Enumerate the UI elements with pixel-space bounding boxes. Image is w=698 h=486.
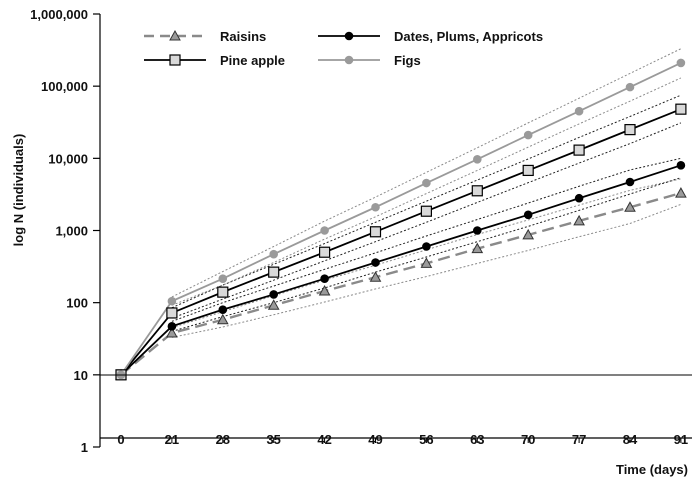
data-point	[574, 193, 584, 203]
series-line	[120, 62, 682, 376]
data-point	[420, 257, 433, 268]
data-point	[269, 290, 279, 299]
series-markers	[115, 58, 687, 381]
confidence-bound-line	[171, 122, 682, 319]
legend-label: Pine apple	[220, 53, 285, 68]
data-point	[675, 103, 687, 115]
x-tick-label: 0	[117, 432, 124, 447]
series-lines	[120, 62, 682, 376]
x-tick-label: 70	[521, 432, 535, 447]
data-point	[268, 266, 280, 278]
legend-item: Dates, Plums, Appricots	[318, 29, 543, 44]
data-point	[422, 178, 431, 188]
data-point	[625, 177, 635, 187]
data-point	[573, 144, 585, 156]
y-tick-label: 10,000	[48, 151, 88, 166]
y-tick-label: 100	[66, 296, 88, 311]
confidence-bound-line	[171, 157, 682, 322]
data-point	[624, 124, 636, 136]
legend-swatch-marker	[169, 54, 181, 66]
legend-swatch-marker	[344, 55, 354, 65]
legend-label: Raisins	[220, 29, 266, 44]
data-point	[422, 242, 431, 251]
x-tick-label: 91	[674, 432, 688, 447]
data-point	[218, 305, 228, 314]
x-tick-label: 84	[623, 432, 638, 447]
x-ticks: 0 21 28 35 42 49 56 63 70 77 84 91	[117, 432, 688, 447]
y-ticks: 1 10 100 1,000 10,000 100,000 1,000,000	[30, 7, 100, 455]
data-point	[369, 226, 382, 238]
confidence-bound-line	[171, 177, 682, 332]
data-point	[166, 307, 178, 319]
data-point	[167, 322, 177, 331]
confidence-bound-line	[171, 203, 682, 338]
y-tick-label: 10	[74, 368, 88, 383]
x-tick-label: 42	[317, 432, 331, 447]
data-point	[471, 185, 483, 197]
x-tick-label: 28	[216, 432, 230, 447]
y-tick-label: 1,000	[55, 224, 88, 239]
data-point	[320, 226, 329, 235]
data-point	[216, 313, 229, 325]
data-point	[574, 106, 584, 116]
data-point	[167, 296, 177, 306]
x-tick-label: 21	[165, 432, 179, 447]
data-point	[218, 274, 228, 283]
series-line	[120, 191, 682, 376]
data-point	[471, 242, 484, 254]
legend-swatch-marker	[344, 31, 354, 41]
x-tick-label: 49	[368, 432, 382, 447]
confidence-bound-line	[171, 77, 682, 306]
x-axis-title: Time (days)	[616, 462, 688, 477]
legend: Raisins Dates, Plums, Appricots Pine apple…	[144, 29, 543, 68]
data-point	[371, 258, 380, 267]
x-tick-label: 35	[266, 432, 280, 447]
data-point	[371, 202, 380, 212]
data-point	[522, 164, 534, 177]
data-point	[166, 326, 178, 338]
data-point	[676, 161, 686, 170]
data-point	[319, 246, 331, 258]
y-axis-title: log N (individuals)	[11, 134, 26, 247]
data-point	[473, 226, 482, 235]
data-point	[523, 210, 533, 220]
data-point	[369, 271, 382, 282]
y-tick-label: 1,000,000	[30, 7, 88, 22]
legend-label: Figs	[394, 53, 421, 68]
data-point	[269, 249, 279, 259]
series-line	[120, 108, 682, 376]
data-point	[217, 286, 229, 298]
data-point	[318, 284, 331, 296]
data-point	[320, 274, 329, 283]
data-point	[675, 187, 687, 198]
y-tick-label: 1	[81, 440, 88, 455]
confidence-bound-line	[171, 94, 682, 309]
legend-label: Dates, Plums, Appricots	[394, 29, 543, 44]
series-line	[120, 164, 682, 376]
confidence-bands	[171, 48, 682, 338]
x-tick-label: 63	[470, 432, 484, 447]
data-point	[676, 58, 686, 68]
x-tick-label: 56	[419, 432, 433, 447]
data-point	[624, 201, 636, 212]
confidence-bound-line	[171, 178, 682, 329]
data-point	[625, 82, 635, 92]
legend-item: Pine apple	[144, 53, 285, 68]
legend-item: Raisins	[144, 29, 266, 44]
data-point	[267, 299, 280, 310]
legend-item: Figs	[318, 53, 421, 68]
data-point	[473, 154, 482, 164]
x-tick-label: 77	[572, 432, 586, 447]
y-tick-label: 100,000	[41, 79, 88, 94]
data-point	[573, 214, 585, 226]
data-point	[523, 130, 533, 140]
legend-swatch-marker	[169, 29, 181, 41]
data-point	[420, 205, 432, 217]
data-point	[522, 228, 535, 240]
